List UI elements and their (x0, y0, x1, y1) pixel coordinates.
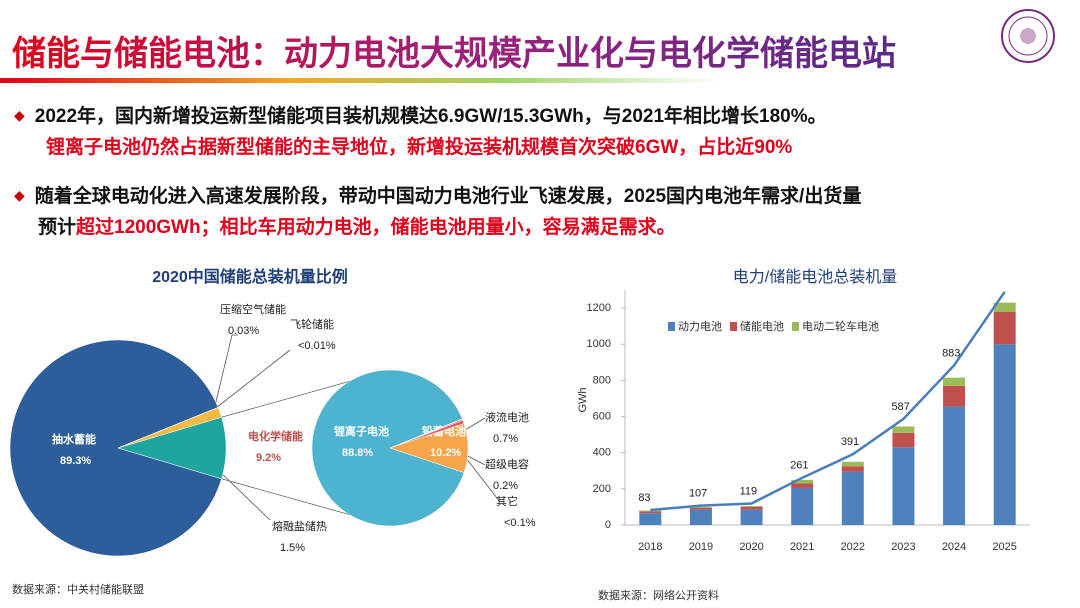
bar (791, 483, 814, 488)
legend-label: 动力电池 (678, 320, 722, 333)
slice-label: 其它 (496, 494, 518, 508)
data-label: 391 (841, 436, 859, 448)
y-tick-label: 200 (593, 483, 611, 495)
bullet-text: 预计 (38, 217, 77, 238)
legend-label: 储能电池 (740, 319, 784, 333)
bar (841, 461, 864, 467)
bar (892, 447, 915, 525)
bar (689, 507, 712, 510)
bar (639, 511, 662, 514)
data-label: 883 (942, 347, 960, 359)
slide-title: 储能与储能电池：动力电池大规模产业化与电化学储能电站 (12, 26, 896, 75)
slice-value: 88.8% (342, 447, 373, 459)
pie-slice (389, 418, 463, 449)
chart-title: 电力/储能电池总装机量 (733, 268, 897, 286)
slice-label: 锂离子电池 (334, 424, 389, 438)
pie-slice (311, 369, 465, 527)
data-label: 119 (740, 485, 758, 497)
slice-value: 1.5% (280, 542, 305, 554)
slice-label: 液流电池 (485, 410, 529, 424)
bar (892, 432, 915, 448)
data-label: 83 (638, 492, 650, 504)
bar (943, 406, 966, 525)
bar (639, 513, 662, 525)
slice-label: 电化学储能 (248, 429, 303, 443)
pie-slice (117, 407, 219, 449)
slice-value: 9.2% (256, 452, 281, 464)
bar (841, 471, 864, 525)
data-label: 261 (790, 460, 808, 472)
source: 数据来源：中关村储能联盟 (12, 582, 144, 596)
y-tick-label: 600 (593, 410, 611, 422)
bar (841, 466, 864, 472)
bar (740, 509, 763, 525)
x-tick-label: 2022 (841, 541, 865, 553)
y-tick-label: 800 (593, 374, 611, 386)
slice-value: 0.7% (493, 433, 518, 445)
x-tick-label: 2021 (790, 541, 814, 553)
title-rule (0, 78, 720, 83)
bar (740, 506, 763, 507)
slice-value: <0.1% (504, 517, 536, 529)
x-tick-label: 2019 (689, 541, 713, 553)
x-tick-label: 2018 (638, 541, 662, 553)
slice-value: 89.3% (60, 455, 91, 467)
bullet: ◆ 随着全球电动化进入高速发展阶段，带动中国动力电池行业飞速发展，2025国内电池… (14, 186, 862, 238)
y-tick-label: 1200 (587, 302, 611, 314)
x-tick-label: 2024 (942, 541, 966, 553)
bullet-text: 2022年，国内新增投运新型储能项目装机规模达6.9GW/15.3GWh，与20… (34, 106, 827, 127)
data-label: 107 (689, 488, 707, 500)
x-tick-label: 2020 (739, 541, 763, 553)
slice-label: 抽水蓄能 (52, 432, 96, 446)
line (650, 291, 1006, 512)
slice-value: 0.03% (228, 325, 259, 337)
bar (791, 487, 814, 525)
slice-value: 0.2% (493, 480, 518, 492)
y-tick-label: 0 (605, 519, 611, 531)
bar (993, 311, 1016, 345)
chart-title: 2020中国储能总装机量比例 (152, 267, 348, 286)
x-tick-label: 2023 (891, 541, 915, 553)
legend-swatch (730, 322, 737, 331)
bar (943, 377, 966, 386)
legend-swatch (668, 322, 675, 331)
legend-label: 电动二轮车电池 (802, 319, 879, 333)
bar (639, 510, 662, 512)
bullet-text: 超过1200GWh；相比车用动力电池，储能电池用量小，容易满足需求。 (76, 217, 676, 238)
bar (993, 344, 1016, 525)
bar (791, 479, 814, 484)
slice-label: 飞轮储能 (290, 317, 334, 331)
slice-label: 压缩空气储能 (220, 302, 286, 316)
bar (892, 426, 915, 433)
slice-value: <0.01% (298, 340, 336, 352)
data-label: 587 (891, 401, 909, 413)
bullet-text: 随着全球电动化进入高速发展阶段，带动中国动力电池行业飞速发展，2025国内电池年… (34, 186, 862, 207)
pie-slice (9, 339, 222, 557)
slice-label: 铅蓄电池 (422, 424, 466, 438)
x-tick-label: 2025 (992, 541, 1016, 553)
bar (740, 506, 763, 510)
y-tick-label: 1000 (587, 338, 611, 350)
y-axis-label: GWh (577, 387, 589, 412)
leader-lines (213, 334, 501, 521)
bar (689, 506, 712, 508)
slice-value: 10.2% (430, 447, 461, 459)
slice-label: 超级电容 (485, 457, 529, 471)
bar (993, 302, 1016, 312)
slice-label: 熔融盐储热 (272, 519, 327, 533)
logo (1001, 9, 1055, 63)
legend-swatch (792, 322, 799, 331)
bar (689, 509, 712, 525)
bullet: ◆ 2022年，国内新增投运新型储能项目装机规模达6.9GW/15.3GWh，与2… (14, 106, 827, 158)
bullet-text: 锂离子电池仍然占据新型储能的主导地位，新增投运装机规模首次突破6GW，占比近90… (46, 137, 793, 158)
y-tick-label: 400 (593, 447, 611, 459)
bar (943, 385, 966, 407)
source: 数据来源：网络公开资料 (598, 588, 719, 602)
